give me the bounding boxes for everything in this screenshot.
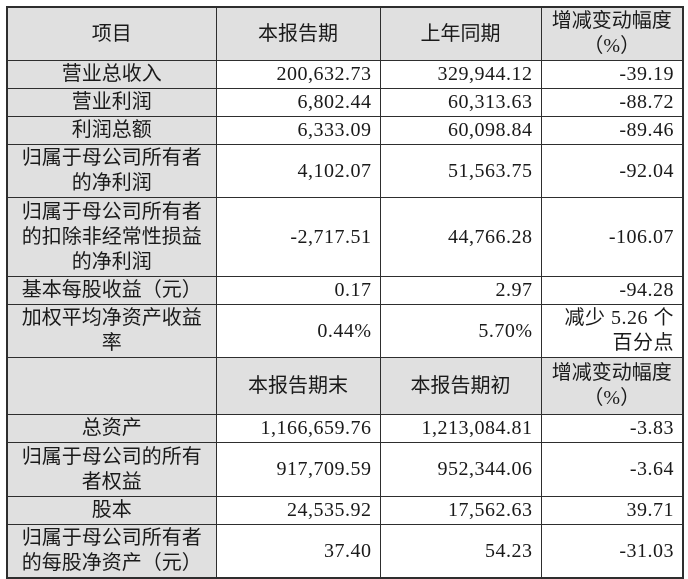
cell-change-percent: -3.64 <box>540 442 684 497</box>
financial-summary-table: 项目 本报告期 上年同期 增减变动幅度（%） 营业总收入 200,632.73 … <box>6 6 684 579</box>
section1-header-row: 项目 本报告期 上年同期 增减变动幅度（%） <box>6 6 684 61</box>
row-label: 股本 <box>6 496 217 525</box>
row-label: 加权平均净资产收益率 <box>6 304 217 358</box>
cell-change-percent: 减少 5.26 个百分点 <box>540 304 684 358</box>
cell-current-period: 0.44% <box>215 304 381 358</box>
table-row: 加权平均净资产收益率 0.44% 5.70% 减少 5.26 个百分点 <box>6 304 684 358</box>
table-row: 总资产 1,166,659.76 1,213,084.81 -3.83 <box>6 414 684 443</box>
table-row: 利润总额 6,333.09 60,098.84 -89.46 <box>6 116 684 145</box>
cell-change-percent: -92.04 <box>540 144 684 198</box>
table-row: 归属于母公司所有者的每股净资产（元） 37.40 54.23 -31.03 <box>6 524 684 579</box>
cell-change-percent: -106.07 <box>540 197 684 277</box>
table-row: 归属于母公司的所有者权益 917,709.59 952,344.06 -3.64 <box>6 442 684 497</box>
table-row: 归属于母公司所有者的扣除非经常性损益的净利润 -2,717.51 44,766.… <box>6 197 684 277</box>
cell-prior-period: 44,766.28 <box>379 197 542 277</box>
column-header-item: 项目 <box>6 6 217 61</box>
cell-prior-period: 329,944.12 <box>379 60 542 89</box>
row-label: 归属于母公司所有者的扣除非经常性损益的净利润 <box>6 197 217 277</box>
cell-period-end: 24,535.92 <box>215 496 381 525</box>
cell-period-begin: 1,213,084.81 <box>379 414 542 443</box>
cell-period-begin: 54.23 <box>379 524 542 579</box>
cell-current-period: 0.17 <box>215 276 381 305</box>
cell-change-percent: -31.03 <box>540 524 684 579</box>
cell-period-begin: 17,562.63 <box>379 496 542 525</box>
column-header-period-begin: 本报告期初 <box>379 357 542 415</box>
cell-change-percent: -3.83 <box>540 414 684 443</box>
cell-prior-period: 2.97 <box>379 276 542 305</box>
cell-period-end: 37.40 <box>215 524 381 579</box>
cell-prior-period: 60,313.63 <box>379 88 542 117</box>
cell-change-percent: -94.28 <box>540 276 684 305</box>
cell-change-percent: -88.72 <box>540 88 684 117</box>
table-row: 营业总收入 200,632.73 329,944.12 -39.19 <box>6 60 684 89</box>
row-label: 营业利润 <box>6 88 217 117</box>
table-row: 营业利润 6,802.44 60,313.63 -88.72 <box>6 88 684 117</box>
cell-period-end: 1,166,659.76 <box>215 414 381 443</box>
cell-prior-period: 51,563.75 <box>379 144 542 198</box>
column-header-change-percent: 增减变动幅度（%） <box>540 6 684 61</box>
cell-current-period: 200,632.73 <box>215 60 381 89</box>
section2-header-row: 本报告期末 本报告期初 增减变动幅度（%） <box>6 357 684 415</box>
cell-prior-period: 5.70% <box>379 304 542 358</box>
row-label: 归属于母公司所有者的净利润 <box>6 144 217 198</box>
row-label: 总资产 <box>6 414 217 443</box>
cell-current-period: -2,717.51 <box>215 197 381 277</box>
row-label: 基本每股收益（元） <box>6 276 217 305</box>
row-label: 利润总额 <box>6 116 217 145</box>
cell-period-end: 917,709.59 <box>215 442 381 497</box>
cell-current-period: 6,333.09 <box>215 116 381 145</box>
cell-change-percent: -39.19 <box>540 60 684 89</box>
table-row: 基本每股收益（元） 0.17 2.97 -94.28 <box>6 276 684 305</box>
table-row: 股本 24,535.92 17,562.63 39.71 <box>6 496 684 525</box>
column-header-prior-period: 上年同期 <box>379 6 542 61</box>
cell-current-period: 6,802.44 <box>215 88 381 117</box>
row-label: 归属于母公司所有者的每股净资产（元） <box>6 524 217 579</box>
cell-period-begin: 952,344.06 <box>379 442 542 497</box>
cell-current-period: 4,102.07 <box>215 144 381 198</box>
table-row: 归属于母公司所有者的净利润 4,102.07 51,563.75 -92.04 <box>6 144 684 198</box>
column-header-current-period: 本报告期 <box>215 6 381 61</box>
column-header-period-end: 本报告期末 <box>215 357 381 415</box>
column-header-change-percent: 增减变动幅度（%） <box>540 357 684 415</box>
row-label: 营业总收入 <box>6 60 217 89</box>
cell-change-percent: -89.46 <box>540 116 684 145</box>
cell-prior-period: 60,098.84 <box>379 116 542 145</box>
column-header-item-blank <box>6 357 217 415</box>
cell-change-percent: 39.71 <box>540 496 684 525</box>
row-label: 归属于母公司的所有者权益 <box>6 442 217 497</box>
